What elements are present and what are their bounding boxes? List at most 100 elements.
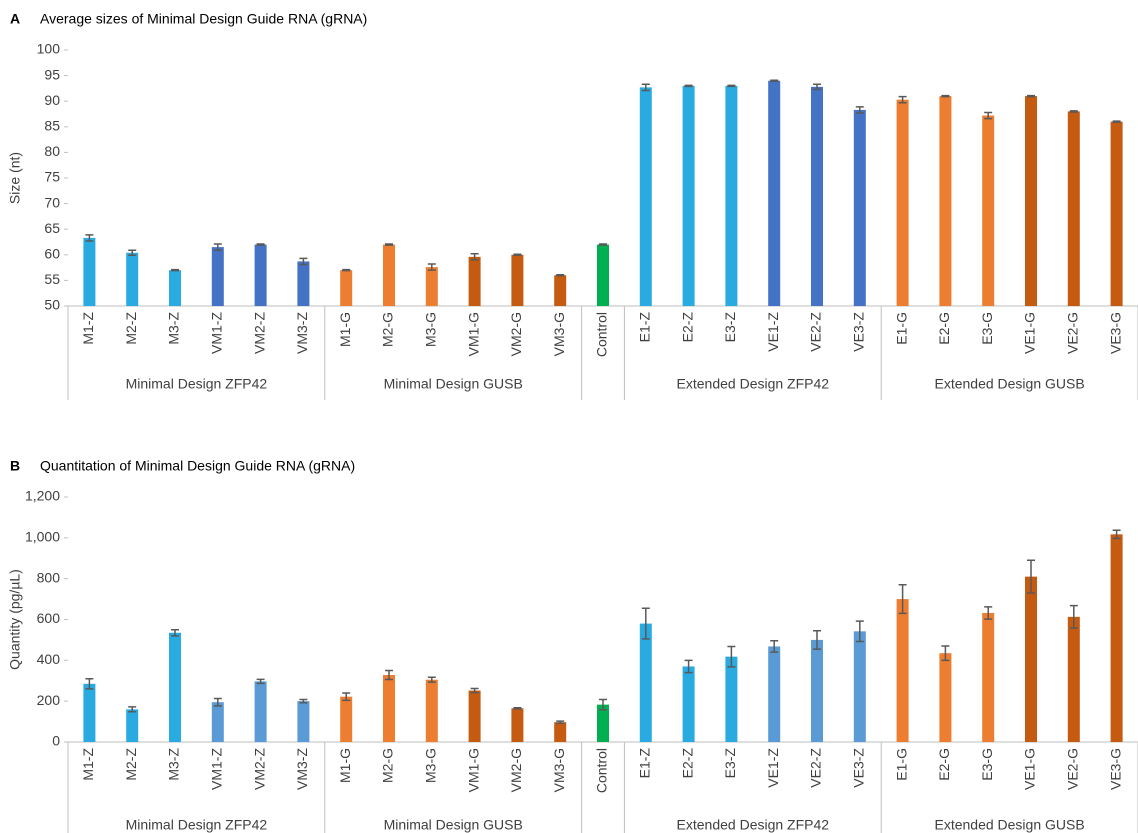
- x-tick-label: VE2-Z: [808, 312, 824, 352]
- y-tick-label: 65: [44, 220, 60, 236]
- y-tick-label: 800: [37, 569, 61, 585]
- bar: [297, 701, 310, 742]
- bar: [468, 690, 481, 742]
- x-tick-label: M2-G: [380, 748, 396, 783]
- y-tick-label: 1,200: [25, 488, 60, 504]
- chart-title: Average sizes of Minimal Design Guide RN…: [40, 11, 367, 27]
- x-tick-label: M1-G: [337, 748, 353, 783]
- bar: [340, 696, 353, 742]
- error-bar: [556, 274, 565, 277]
- x-tick-label: E2-G: [936, 312, 952, 345]
- y-tick-label: 85: [44, 118, 60, 134]
- x-tick-label: Control: [594, 312, 610, 357]
- x-tick-label: E1-G: [893, 312, 909, 345]
- error-bar: [770, 639, 779, 653]
- x-tick-label: VE3-G: [1107, 748, 1123, 790]
- error-bar: [684, 84, 693, 88]
- x-tick-label: E2-Z: [679, 312, 695, 343]
- group-label: Minimal Design ZFP42: [126, 817, 268, 833]
- bar: [725, 656, 738, 742]
- y-tick-label: 0: [52, 733, 60, 749]
- y-tick-label: 600: [37, 610, 61, 626]
- bar: [811, 639, 823, 742]
- error-bar: [1112, 529, 1121, 540]
- bar: [853, 631, 866, 742]
- y-axis-label: Quantity (pg/µL): [7, 569, 23, 670]
- error-bar: [213, 243, 222, 251]
- bar: [169, 270, 181, 306]
- error-bar: [1027, 94, 1035, 98]
- error-bar: [898, 95, 907, 104]
- error-bar: [342, 268, 351, 272]
- bar: [254, 244, 267, 306]
- error-bar: [171, 628, 179, 637]
- bar: [554, 275, 567, 306]
- x-tick-label: VE1-G: [1022, 748, 1038, 790]
- panel-label: A: [10, 11, 20, 27]
- group-label: Extended Design ZFP42: [677, 376, 830, 392]
- bar: [83, 683, 96, 742]
- error-bar: [941, 645, 950, 662]
- y-tick-label: 75: [44, 169, 60, 185]
- bar: [126, 709, 139, 742]
- group-label: Minimal Design GUSB: [384, 817, 523, 833]
- error-bar: [427, 676, 436, 683]
- error-bar: [556, 720, 565, 724]
- x-tick-label: VE1-G: [1022, 312, 1038, 354]
- x-tick-label: VM3-G: [551, 748, 567, 792]
- bar: [982, 612, 995, 742]
- bar: [597, 704, 609, 742]
- x-tick-label: VM2-Z: [251, 748, 267, 790]
- error-bar: [128, 249, 137, 257]
- y-axis-label: Size (nt): [7, 152, 23, 204]
- x-tick-label: M2-Z: [123, 312, 139, 345]
- bar: [511, 254, 524, 306]
- x-tick-label: E3-Z: [722, 748, 738, 779]
- x-tick-label: M1-Z: [80, 748, 96, 781]
- bar: [511, 708, 524, 742]
- y-tick-label: 200: [37, 692, 61, 708]
- error-bar: [898, 584, 907, 615]
- x-tick-label: M1-G: [337, 312, 353, 347]
- bar: [725, 85, 738, 306]
- error-bar: [470, 687, 479, 694]
- x-tick-label: VM1-Z: [209, 312, 225, 354]
- bar: [1025, 96, 1037, 306]
- error-bar: [299, 257, 308, 266]
- x-tick-label: VE3-G: [1107, 312, 1123, 354]
- x-tick-label: M1-Z: [80, 312, 96, 345]
- x-tick-label: E1-Z: [637, 312, 653, 343]
- error-bar: [171, 268, 179, 272]
- y-tick-label: 1,000: [25, 529, 60, 545]
- bar: [1110, 534, 1123, 742]
- x-tick-label: M3-G: [423, 748, 439, 783]
- bar: [896, 99, 909, 306]
- error-bar: [813, 83, 821, 91]
- error-bar: [941, 94, 950, 98]
- error-bar: [684, 659, 693, 674]
- bar: [896, 599, 909, 742]
- x-tick-label: VE2-Z: [808, 748, 824, 788]
- x-tick-label: Control: [594, 748, 610, 793]
- error-bar: [1112, 120, 1121, 123]
- bar: [297, 261, 310, 306]
- bar: [211, 247, 224, 306]
- x-tick-label: E3-Z: [722, 312, 738, 343]
- x-tick-label: VM3-G: [551, 312, 567, 356]
- group-label: Extended Design GUSB: [934, 817, 1084, 833]
- x-tick-label: VM3-Z: [294, 748, 310, 790]
- bar: [468, 256, 481, 306]
- error-bar: [1069, 110, 1078, 113]
- error-bar: [427, 263, 436, 271]
- x-tick-label: VM2-Z: [251, 312, 267, 354]
- x-tick-label: VE2-G: [1065, 748, 1081, 790]
- x-tick-label: E3-G: [979, 312, 995, 345]
- error-bar: [256, 678, 265, 685]
- error-bar: [770, 79, 779, 82]
- panel-label: B: [10, 458, 20, 474]
- bar: [254, 681, 267, 742]
- error-bar: [513, 706, 522, 710]
- y-tick-label: 50: [44, 297, 60, 313]
- x-tick-label: E2-G: [936, 748, 952, 781]
